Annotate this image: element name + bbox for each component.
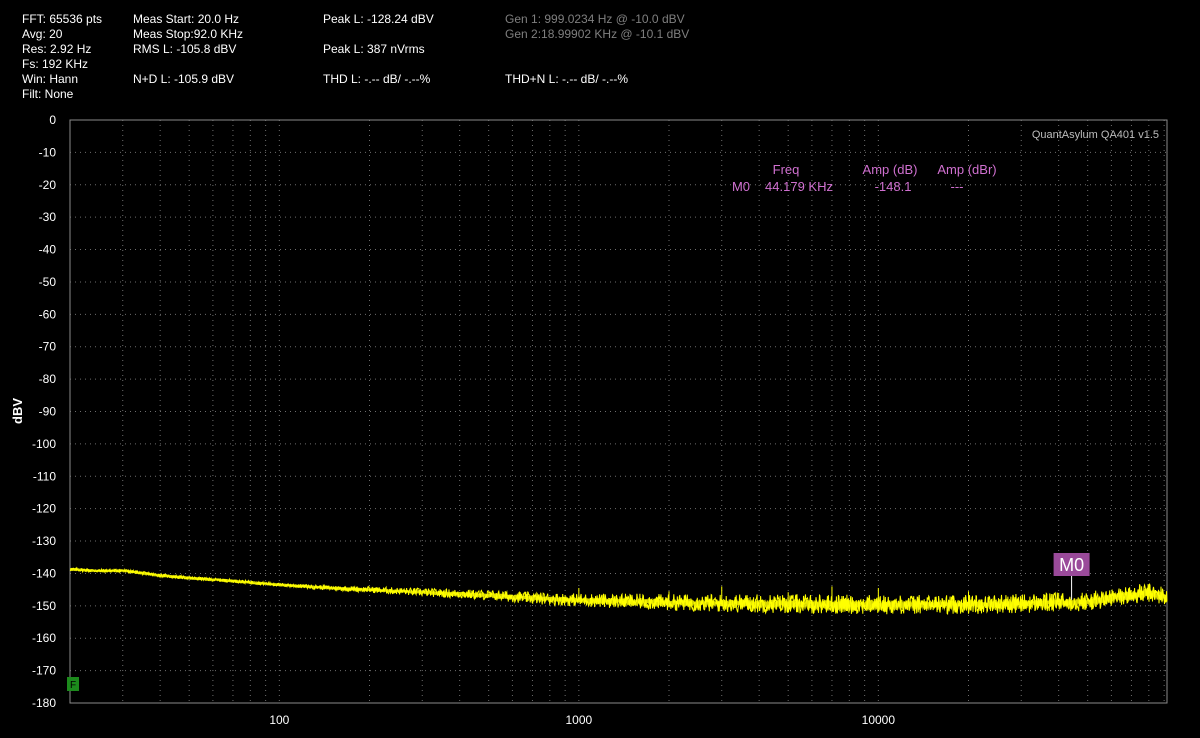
stat-meas-start: Meas Start: 20.0 Hz	[133, 12, 240, 26]
y-tick-label: 0	[49, 113, 56, 127]
y-tick-label: -90	[39, 405, 57, 419]
marker-box[interactable]	[1053, 553, 1090, 576]
y-tick-label: -70	[39, 340, 57, 354]
y-tick-label: -120	[32, 502, 56, 516]
stat-rms: RMS L: -105.8 dBV	[133, 42, 237, 56]
grid	[70, 120, 1167, 703]
marker-row-freq: 44.179 KHz	[765, 179, 833, 194]
marker-label: M0	[1059, 555, 1084, 575]
y-tick-label: -30	[39, 210, 57, 224]
y-tick-label: -140	[32, 566, 56, 580]
y-axis-label: dBV	[10, 398, 25, 424]
x-tick-label: 10000	[862, 713, 896, 727]
stat-window: Win: Hann	[22, 72, 79, 86]
stat-fft: FFT: 65536 pts	[22, 12, 103, 26]
stat-peak-dbv: Peak L: -128.24 dBV	[323, 12, 434, 26]
x-tick-label: 100	[269, 713, 289, 727]
trace-line	[69, 566, 1168, 616]
y-tick-label: -150	[32, 599, 56, 613]
stat-avg: Avg: 20	[22, 27, 63, 41]
y-tick-label: -20	[39, 178, 57, 192]
instrument-label: QuantAsylum QA401 v1.5	[1032, 129, 1159, 141]
trace	[69, 566, 1168, 616]
stat-gen1: Gen 1: 999.0234 Hz @ -10.0 dBV	[505, 12, 685, 26]
y-tick-labels: 0 -10 -20 -30 -40 -50 -60 -70 -80 -90 -100 -110 -120…	[32, 113, 56, 710]
stat-meas-stop: Meas Stop:92.0 KHz	[133, 27, 244, 41]
marker-col-amp-db: Amp (dB)	[863, 162, 918, 177]
marker-col-freq: Freq	[773, 162, 800, 177]
stat-thd: THD L: -.-- dB/ -.--%	[323, 72, 431, 86]
stat-filter: Filt: None	[22, 87, 74, 101]
stat-thd-n: THD+N L: -.-- dB/ -.--%	[505, 72, 629, 86]
marker-row-amp-dbr: ---	[951, 179, 964, 194]
y-tick-label: -50	[39, 275, 57, 289]
stat-fs: Fs: 192 KHz	[22, 57, 89, 71]
stat-gen2: Gen 2:18.99902 KHz @ -10.1 dBV	[505, 27, 690, 41]
y-tick-label: -60	[39, 307, 57, 321]
x-tick-labels: 100 1000 10000	[269, 713, 895, 727]
y-tick-label: -80	[39, 372, 57, 386]
x-tick-label: 1000	[565, 713, 592, 727]
marker-row-id: M0	[732, 179, 750, 194]
markers[interactable]: M0	[1053, 553, 1090, 600]
y-tick-label: -110	[33, 469, 56, 483]
stat-res: Res: 2.92 Hz	[22, 42, 92, 56]
y-tick-label: -160	[32, 631, 56, 645]
y-tick-label: -40	[39, 243, 57, 257]
y-tick-label: -170	[32, 664, 56, 678]
flag-label: F	[70, 680, 76, 691]
stat-peak-nvrms: Peak L: 387 nVrms	[323, 42, 425, 56]
y-tick-label: -180	[32, 696, 56, 710]
flag-box[interactable]	[67, 677, 79, 691]
y-tick-label: -10	[39, 145, 57, 159]
plot-frame	[69, 119, 1168, 704]
y-tick-label: -130	[32, 534, 56, 548]
marker-col-amp-dbr: Amp (dBr)	[937, 162, 996, 177]
marker-row-amp-db: -148.1	[875, 179, 912, 194]
stat-n-plus-d: N+D L: -105.9 dBV	[133, 72, 235, 86]
y-tick-label: -100	[32, 437, 56, 451]
